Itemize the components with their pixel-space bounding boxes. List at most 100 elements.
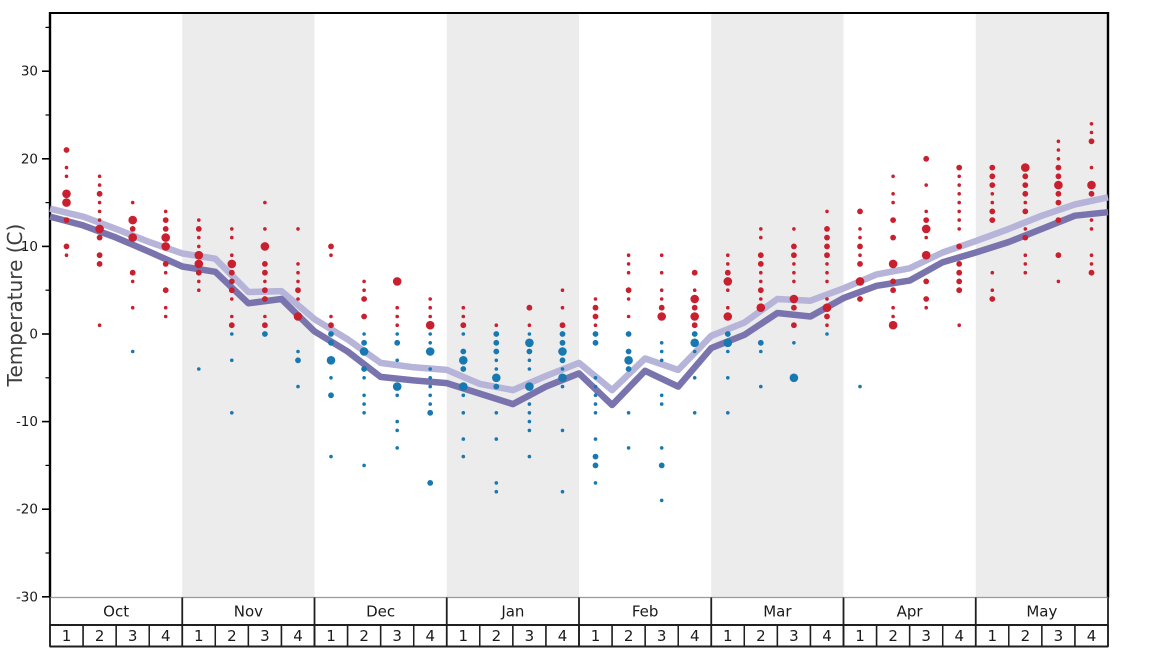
temp-dot [956, 243, 963, 250]
temp-dot [924, 305, 928, 310]
temp-dot [461, 454, 466, 459]
temp-dot [162, 261, 169, 267]
temp-dot [228, 287, 235, 294]
temp-dot [230, 227, 234, 231]
temp-dot [163, 209, 168, 214]
temp-dot [394, 339, 401, 346]
temp-dot [791, 322, 797, 329]
temp-dot [757, 261, 764, 267]
temp-dot [724, 331, 731, 337]
temp-dot [825, 323, 829, 328]
temp-dot [97, 200, 102, 205]
temp-dot [493, 331, 500, 337]
temp-dot [329, 253, 333, 257]
temp-dot [890, 287, 896, 294]
temp-dot [726, 305, 730, 310]
temp-dot [789, 294, 799, 304]
temp-dot [989, 182, 996, 189]
temp-dot [527, 411, 532, 415]
week-label: 4 [425, 627, 435, 645]
temp-dot [526, 348, 533, 355]
temp-dot [129, 226, 136, 232]
temp-dot [626, 262, 631, 266]
temp-dot [560, 384, 565, 389]
temp-dot [161, 233, 170, 242]
temp-dot [989, 173, 996, 180]
temp-dot [97, 323, 102, 328]
temp-dot [428, 402, 433, 406]
temp-dot [956, 287, 963, 294]
temp-dot [97, 183, 102, 187]
temp-dot [825, 297, 829, 301]
temp-dot [858, 253, 862, 257]
temp-dot [593, 393, 598, 398]
temp-dot [626, 314, 631, 319]
temp-dot [428, 297, 433, 301]
temp-dot [1089, 130, 1094, 135]
temp-dot [427, 409, 434, 416]
temp-dot [990, 288, 995, 293]
temp-dot [723, 312, 733, 321]
temp-dot [129, 269, 136, 276]
temp-dot [328, 331, 334, 337]
temp-dot [494, 367, 499, 371]
temp-dot [1022, 190, 1029, 197]
temp-dot [1089, 122, 1094, 126]
temp-dot [296, 297, 300, 301]
temp-dot [824, 234, 830, 241]
temp-dot [162, 226, 169, 232]
temp-dot [857, 208, 863, 215]
temp-dot [924, 209, 928, 214]
temp-dot [759, 349, 763, 354]
temp-dot [63, 147, 70, 153]
temp-dot [923, 155, 930, 162]
temp-dot [328, 339, 334, 346]
temp-dot [362, 402, 366, 406]
temp-dot [659, 349, 664, 354]
week-label: 3 [789, 627, 799, 645]
temp-dot [395, 393, 400, 398]
temp-dot [161, 242, 170, 251]
temp-dot [560, 305, 565, 310]
temp-dot [262, 261, 268, 267]
temp-dot [361, 366, 367, 372]
temp-dot [328, 243, 334, 250]
temp-dot [759, 270, 763, 275]
temp-dot [1023, 270, 1028, 275]
temp-dot [230, 332, 234, 336]
y-tick-label: 0 [29, 327, 38, 343]
temp-dot [459, 356, 468, 365]
temp-dot [230, 358, 234, 363]
temp-dot [692, 288, 697, 293]
temp-dot [957, 323, 961, 328]
temp-dot [525, 382, 534, 391]
temp-dot [792, 279, 796, 284]
temp-dot [990, 270, 995, 275]
temp-dot [296, 270, 300, 275]
temp-dot [956, 269, 963, 276]
temp-dot [858, 384, 862, 389]
temp-dot [891, 192, 895, 196]
temp-dot [592, 453, 599, 460]
temp-dot [63, 243, 70, 250]
week-label: 2 [1021, 627, 1031, 645]
temp-dot [1023, 262, 1028, 266]
temp-dot [759, 227, 763, 231]
week-label: 1 [988, 627, 998, 645]
temp-dot [921, 250, 931, 260]
temp-dot [924, 183, 928, 187]
temp-dot [692, 411, 697, 415]
temp-dot [691, 269, 698, 276]
temp-dot [527, 332, 532, 336]
temp-dot [956, 261, 963, 267]
temp-dot [263, 279, 267, 284]
temp-dot [825, 270, 829, 275]
temp-dot [262, 296, 268, 302]
temp-dot [64, 253, 69, 257]
week-label: 3 [657, 627, 667, 645]
temp-dot [64, 165, 69, 170]
temp-dot [657, 312, 666, 321]
temp-dot [526, 304, 533, 311]
temp-dot [857, 296, 863, 302]
temp-dot [691, 331, 698, 337]
